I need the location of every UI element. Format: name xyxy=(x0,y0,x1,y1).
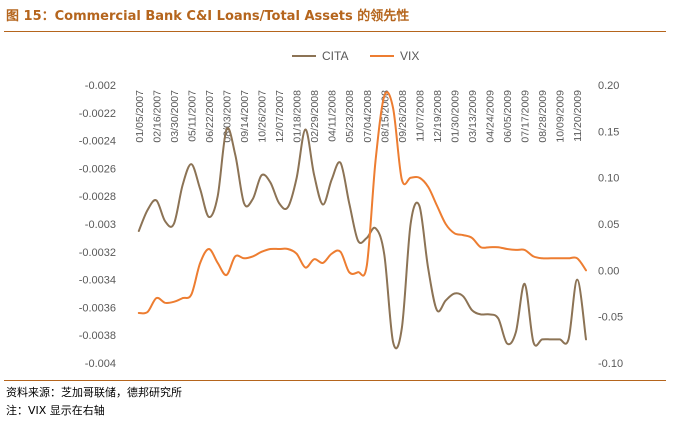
y-left-tick-label: -0.0028 xyxy=(79,191,116,203)
y-left-tick-label: -0.002 xyxy=(85,80,116,92)
x-tick-label: 10/09/2009 xyxy=(555,90,567,143)
x-tick-label: 03/13/2009 xyxy=(467,90,479,143)
x-tick-label: 02/29/2008 xyxy=(309,90,321,143)
y-left-tick-label: -0.004 xyxy=(85,358,116,370)
y-right-tick-label: 0.00 xyxy=(598,265,619,277)
source-note: 资料来源：芝加哥联储，德邦研究所 xyxy=(6,386,182,399)
x-tick-label: 07/04/2008 xyxy=(362,90,374,143)
legend-label-vix: VIX xyxy=(400,49,419,63)
x-tick-label: 06/22/2007 xyxy=(204,90,216,143)
x-tick-label: 05/11/2007 xyxy=(186,90,198,142)
x-tick-label: 02/16/2007 xyxy=(151,90,163,143)
axis-note: 注：VIX 显示在右轴 xyxy=(6,404,105,417)
x-tick-label: 08/28/2009 xyxy=(537,90,549,143)
series-line-cita xyxy=(137,127,587,350)
x-tick-label: 11/07/2008 xyxy=(414,90,426,142)
x-tick-label: 03/30/2007 xyxy=(169,90,181,143)
x-tick-label: 04/11/2008 xyxy=(327,90,339,142)
y-left-tick-label: -0.003 xyxy=(85,219,116,231)
y-right-tick-label: 0.10 xyxy=(598,173,619,185)
x-tick-label: 01/05/2007 xyxy=(134,90,146,143)
y-right-tick-label: -0.05 xyxy=(598,312,623,324)
y-right-tick-label: -0.10 xyxy=(598,358,623,370)
y-left-tick-label: -0.0034 xyxy=(79,275,116,287)
x-tick-label: 01/30/2009 xyxy=(449,90,461,143)
x-tick-label: 08/03/2007 xyxy=(221,90,233,143)
x-tick-label: 09/14/2007 xyxy=(239,90,251,143)
figure-title: 图 15：Commercial Bank C&I Loans/Total Ass… xyxy=(6,9,410,24)
y-left-tick-label: -0.0022 xyxy=(79,108,116,120)
y-left-tick-label: -0.0026 xyxy=(79,163,116,175)
y-left-tick-label: -0.0038 xyxy=(79,330,116,342)
y-right-tick-label: 0.20 xyxy=(598,80,619,92)
x-tick-label: 04/24/2009 xyxy=(485,90,497,143)
series-line-vix xyxy=(137,91,587,315)
x-tick-label: 01/18/2008 xyxy=(292,90,304,143)
y-right-tick-label: 0.15 xyxy=(598,126,619,138)
x-tick-label: 12/19/2008 xyxy=(432,90,444,143)
title-divider xyxy=(4,31,666,32)
x-tick-label: 05/23/2008 xyxy=(344,90,356,143)
x-tick-label: 12/07/2007 xyxy=(274,90,286,143)
footer-divider xyxy=(4,380,666,381)
x-tick-label: 09/26/2008 xyxy=(397,90,409,143)
y-left-tick-label: -0.0036 xyxy=(79,302,116,314)
x-tick-label: 06/05/2009 xyxy=(502,90,514,143)
x-tick-label: 10/26/2007 xyxy=(257,90,269,143)
x-tick-label: 07/17/2009 xyxy=(520,90,532,143)
x-tick-label: 11/20/2009 xyxy=(572,90,584,142)
y-left-tick-label: -0.0032 xyxy=(79,247,116,259)
y-right-tick-label: 0.05 xyxy=(598,219,619,231)
legend-label-cita: CITA xyxy=(322,49,348,63)
y-left-tick-label: -0.0024 xyxy=(79,136,116,148)
